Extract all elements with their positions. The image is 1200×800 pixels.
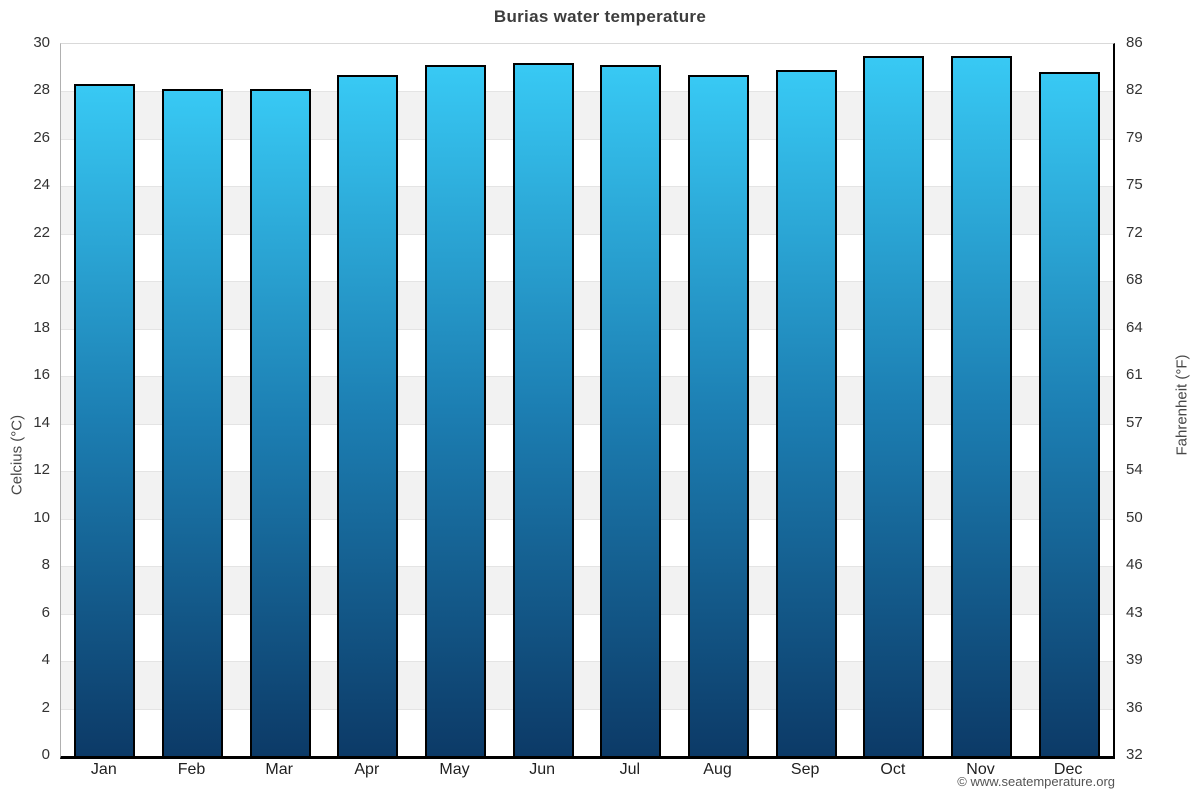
- grid-band: [61, 423, 1113, 472]
- celsius-tick-label: 24: [33, 176, 50, 194]
- temperature-bar-may: [425, 65, 486, 756]
- temperature-bar-nov: [951, 55, 1012, 756]
- month-label-nov: Nov: [966, 761, 995, 778]
- fahrenheit-tick-label: 68: [1126, 271, 1143, 289]
- fahrenheit-tick-label: 32: [1126, 746, 1143, 763]
- fahrenheit-tick-label: 61: [1126, 366, 1143, 384]
- gridline: [61, 518, 1113, 520]
- celsius-tick-label: 6: [41, 603, 50, 621]
- fahrenheit-tick-label: 75: [1126, 176, 1143, 194]
- copyright-note: © www.seatemperature.org: [957, 774, 1115, 789]
- chart-title: Burias water temperature: [493, 7, 707, 26]
- month-label-jul: Jul: [619, 761, 641, 778]
- temperature-bar-dec: [1038, 72, 1100, 756]
- celsius-tick-label: 20: [33, 271, 50, 289]
- grid-band: [61, 44, 1113, 92]
- celsius-tick-label: 0: [41, 746, 50, 763]
- fahrenheit-tick-label: 82: [1126, 81, 1143, 99]
- fahrenheit-tick-label: 86: [1126, 34, 1143, 51]
- fahrenheit-tick-label: 64: [1126, 318, 1143, 336]
- month-label-aug: Aug: [703, 761, 732, 778]
- month-label-mar: Mar: [265, 761, 293, 778]
- temperature-bar-jan: [74, 84, 136, 756]
- temperature-bar-aug: [688, 74, 749, 756]
- grid-band: [61, 518, 1113, 567]
- gridline: [61, 186, 1113, 188]
- celsius-tick-label: 12: [33, 461, 50, 479]
- month-axis: Jan Feb Mar Apr May Jun Jul Aug Sep Oct Nov Dec: [60, 761, 1112, 783]
- celsius-tick-label: 4: [41, 651, 50, 669]
- gridline: [61, 281, 1113, 283]
- fahrenheit-tick-label: 79: [1126, 128, 1143, 146]
- temperature-bar-jun: [512, 63, 574, 756]
- month-label-sep: Sep: [790, 761, 820, 778]
- grid-band: [61, 186, 1113, 234]
- plot-area: [60, 43, 1115, 759]
- temperature-bar-jul: [600, 65, 662, 756]
- grid-band: [61, 613, 1113, 662]
- celsius-tick-label: 22: [33, 223, 50, 241]
- celsius-axis: 0 2 4 6 8 10 12 14 16 18 20 22 24 26 28 30: [0, 35, 50, 763]
- grid-band: [61, 138, 1113, 187]
- month-label-dec: Dec: [1053, 761, 1083, 778]
- gridline: [61, 423, 1113, 425]
- gridline: [61, 233, 1113, 235]
- month-label-jun: Jun: [529, 761, 556, 778]
- gridline: [61, 376, 1113, 378]
- celsius-tick-label: 30: [33, 34, 50, 51]
- celsius-tick-label: 16: [33, 366, 50, 384]
- gridline: [61, 566, 1113, 568]
- celsius-tick-label: 26: [33, 128, 50, 146]
- grid-band: [61, 471, 1113, 519]
- celsius-tick-label: 10: [33, 508, 50, 526]
- grid-band: [61, 661, 1113, 709]
- grid-band: [61, 376, 1113, 424]
- fahrenheit-tick-label: 46: [1126, 556, 1143, 574]
- month-label-may: May: [439, 761, 470, 778]
- grid-band: [61, 566, 1113, 614]
- month-label-jan: Jan: [90, 761, 117, 778]
- celsius-tick-label: 8: [41, 556, 50, 574]
- gridline: [61, 91, 1113, 93]
- temperature-bar-apr: [337, 74, 399, 756]
- fahrenheit-tick-label: 72: [1126, 223, 1143, 241]
- gridline: [61, 661, 1113, 663]
- celsius-tick-label: 14: [33, 413, 50, 431]
- temperature-bar-sep: [775, 70, 837, 756]
- month-label-oct: Oct: [880, 761, 906, 778]
- temperature-bar-oct: [863, 55, 925, 756]
- fahrenheit-tick-label: 57: [1126, 413, 1143, 431]
- gridline: [61, 471, 1113, 473]
- fahrenheit-tick-label: 54: [1126, 461, 1143, 479]
- gridline: [61, 613, 1113, 615]
- gridline: [61, 708, 1113, 710]
- gridline: [61, 328, 1113, 330]
- temperature-bar-mar: [249, 89, 311, 756]
- grid-band: [61, 328, 1113, 377]
- celsius-tick-label: 28: [33, 81, 50, 99]
- grid-band: [61, 708, 1113, 756]
- celsius-tick-label: 18: [33, 318, 50, 336]
- fahrenheit-tick-label: 36: [1126, 698, 1143, 716]
- grid-band: [61, 91, 1113, 139]
- temperature-bar-feb: [162, 89, 223, 756]
- fahrenheit-axis: 32 36 39 43 46 50 54 57 61 64 68 72 75 79 82 86: [1126, 35, 1186, 763]
- month-label-feb: Feb: [177, 761, 206, 778]
- fahrenheit-tick-label: 43: [1126, 603, 1143, 621]
- month-label-apr: Apr: [354, 761, 380, 778]
- fahrenheit-tick-label: 50: [1126, 508, 1143, 526]
- grid-band: [61, 233, 1113, 282]
- grid-band: [61, 281, 1113, 329]
- gridline: [61, 138, 1113, 140]
- celsius-tick-label: 2: [41, 698, 50, 716]
- fahrenheit-tick-label: 39: [1126, 651, 1143, 669]
